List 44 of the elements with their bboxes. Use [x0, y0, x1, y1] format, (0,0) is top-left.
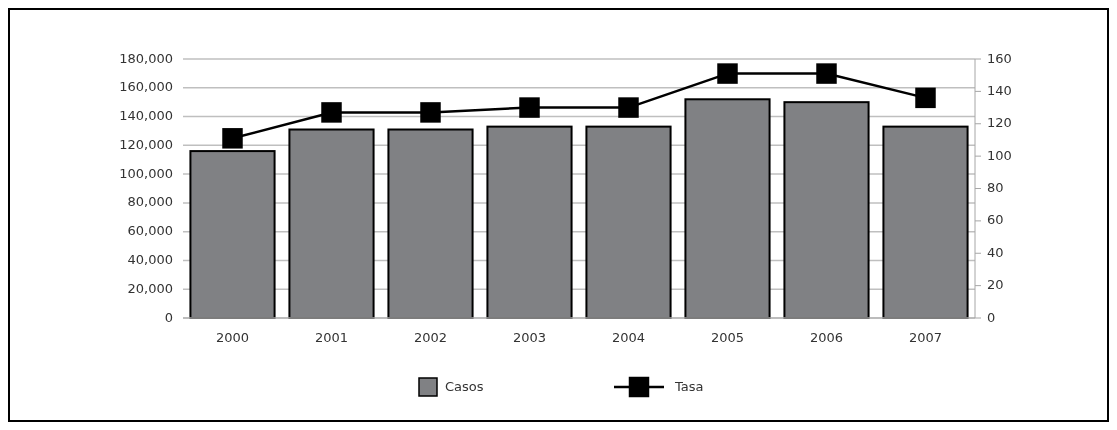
- y-tick-label: 100,000: [119, 165, 173, 181]
- point: [519, 97, 540, 118]
- x-tick-label: 2000: [215, 329, 250, 345]
- bar: [387, 128, 474, 319]
- y2-tick-label: 140: [987, 82, 1012, 98]
- y-tick-label: 140,000: [119, 108, 173, 124]
- y-tick-label: 0: [164, 309, 173, 325]
- y2-tick-label: 120: [987, 115, 1012, 131]
- y-tick-label: 120,000: [119, 136, 173, 152]
- y-tick-label: 180,000: [119, 50, 173, 66]
- point: [222, 128, 243, 149]
- y-tick-label: 160,000: [119, 79, 173, 95]
- x-tick-label: 2001: [314, 329, 349, 345]
- x-tick-label: 2003: [512, 329, 547, 345]
- legend-label: Casos: [445, 378, 484, 394]
- point: [816, 63, 837, 84]
- point: [618, 97, 639, 118]
- point: [321, 102, 342, 123]
- y2-tick-label: 20: [987, 277, 1004, 293]
- y2-tick-label: 80: [987, 180, 1004, 195]
- point: [420, 102, 441, 123]
- y-tick-label: 40,000: [127, 251, 173, 267]
- x-tick-label: 2006: [809, 329, 844, 345]
- bar: [882, 125, 969, 319]
- y-tick-label: 60,000: [127, 223, 173, 239]
- y-tick-label: 20,000: [127, 280, 173, 296]
- legend-label: Tasa: [674, 378, 704, 394]
- y-tick-label: 80,000: [127, 194, 173, 210]
- y2-tick-label: 100: [987, 147, 1012, 163]
- bar: [486, 125, 573, 319]
- x-tick-label: 2007: [908, 329, 943, 345]
- y2-tick-label: 40: [987, 244, 1004, 260]
- y2-tick-label: 0: [987, 309, 996, 325]
- bar: [684, 98, 771, 319]
- bar: [288, 128, 375, 319]
- x-tick-label: 2004: [611, 329, 646, 345]
- y2-tick-label: 160: [987, 50, 1012, 66]
- point: [717, 63, 738, 84]
- y2-tick-label: 60: [987, 212, 1004, 228]
- bar: [585, 125, 672, 319]
- x-tick-label: 2005: [710, 329, 745, 345]
- point: [915, 87, 936, 109]
- bar: [783, 101, 870, 319]
- x-tick-label: 2002: [413, 329, 448, 345]
